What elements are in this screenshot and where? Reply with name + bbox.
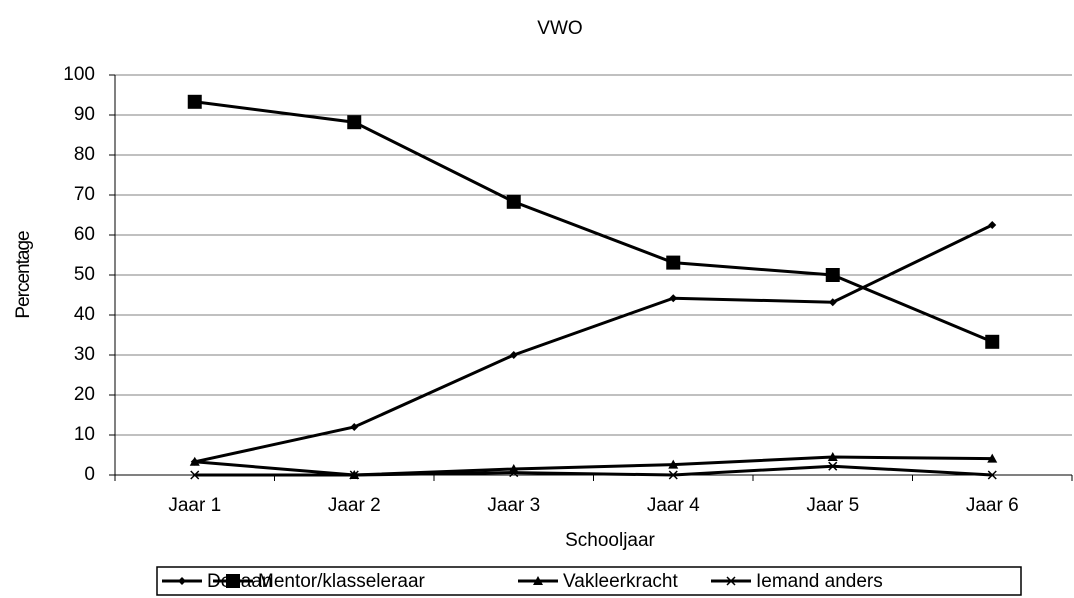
marker	[533, 576, 543, 585]
marker	[509, 468, 519, 478]
x-tick-label: Jaar 4	[647, 495, 700, 516]
marker	[828, 461, 838, 471]
marker	[347, 115, 362, 130]
marker	[669, 294, 678, 303]
series-line	[194, 455, 993, 477]
x-axis-label: Schooljaar	[565, 530, 655, 551]
chart-title: VWO	[537, 18, 582, 39]
marker	[825, 268, 840, 282]
legend-label: Iemand anders	[756, 571, 883, 592]
marker	[350, 423, 359, 431]
y-tick-label: 10	[74, 424, 95, 445]
x-tick-label: Jaar 2	[328, 495, 381, 516]
marker	[178, 577, 186, 585]
y-tick-label: 70	[74, 184, 95, 205]
marker	[668, 470, 678, 480]
marker	[506, 194, 521, 209]
legend-label: Vakleerkracht	[563, 571, 678, 592]
legend-label: Mentor/klasseleraar	[258, 571, 426, 592]
marker	[827, 452, 838, 461]
y-tick-label: 20	[74, 384, 95, 405]
y-tick-label: 90	[74, 104, 95, 125]
series-line	[194, 100, 993, 344]
legend-box	[156, 566, 1022, 596]
y-tick-label: 0	[84, 464, 95, 485]
marker	[828, 298, 837, 307]
y-tick-label: 80	[74, 144, 95, 165]
y-tick-label: 50	[74, 264, 95, 285]
marker	[988, 221, 997, 229]
marker	[987, 453, 998, 463]
marker	[349, 470, 359, 480]
y-tick-label: 60	[74, 224, 95, 245]
marker	[985, 334, 1000, 349]
y-tick-label: 100	[63, 64, 95, 85]
marker	[509, 351, 518, 359]
marker	[190, 470, 200, 480]
marker	[189, 456, 200, 466]
marker	[187, 94, 202, 109]
x-tick-label: Jaar 6	[966, 495, 1019, 516]
marker	[666, 255, 681, 270]
marker	[226, 574, 240, 588]
y-tick-label: 40	[74, 304, 95, 325]
series-line	[194, 223, 993, 464]
marker	[987, 470, 997, 480]
series-line	[194, 464, 993, 477]
y-tick-label: 30	[74, 344, 95, 365]
y-axis-label: Percentage	[13, 231, 34, 319]
marker	[668, 459, 679, 469]
x-tick-label: Jaar 1	[168, 495, 221, 516]
marker	[726, 576, 736, 586]
x-tick-label: Jaar 3	[487, 495, 540, 516]
x-tick-label: Jaar 5	[806, 495, 859, 516]
